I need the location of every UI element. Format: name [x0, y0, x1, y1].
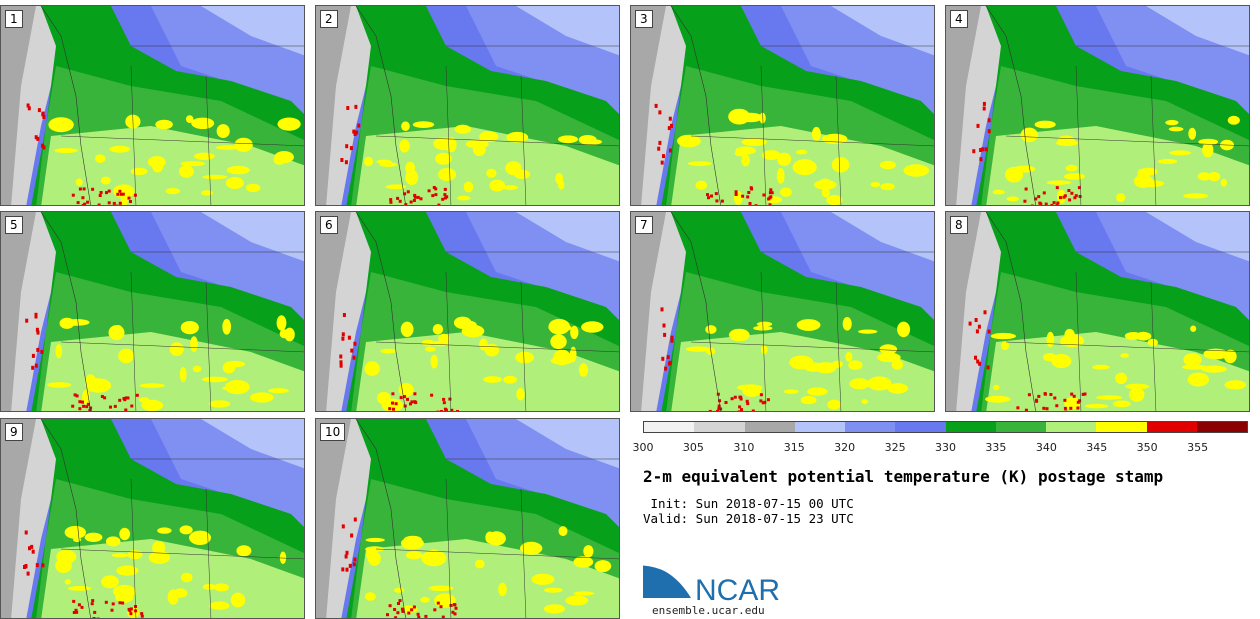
colorbar-segment [1146, 422, 1197, 432]
colorbar-segment [694, 422, 745, 432]
ncar-logo: NCAR [642, 562, 793, 608]
colorbar-tick-label: 345 [1086, 441, 1108, 454]
colorbar-tick-label: 310 [733, 441, 755, 454]
map-panel: 8 [945, 211, 1250, 412]
panel-number: 2 [320, 10, 338, 28]
colorbar-tick-label: 350 [1136, 441, 1158, 454]
init-time: Init: Sun 2018-07-15 00 UTC [643, 496, 854, 511]
colorbar-tick-label: 335 [985, 441, 1007, 454]
colorbar-tick-label: 330 [935, 441, 956, 454]
colorbar-tick-label: 320 [834, 441, 856, 454]
chart-title: 2-m equivalent potential temperature (K)… [643, 467, 1164, 486]
colorbar-segment [794, 422, 845, 432]
colorbar-segment [644, 422, 695, 432]
colorbar-segment [945, 422, 996, 432]
colorbar-segment [744, 422, 795, 432]
colorbar-segment [1196, 422, 1247, 432]
panel-number: 9 [5, 423, 23, 441]
panel-number: 6 [320, 216, 338, 234]
map-panel: 3 [630, 5, 935, 206]
map-panel: 7 [630, 211, 935, 412]
colorbar-tick-label: 325 [884, 441, 906, 454]
colorbar-segment [1096, 422, 1147, 432]
map-panel: 9 [0, 418, 305, 619]
panel-number: 1 [5, 10, 23, 28]
panel-number: 7 [635, 216, 653, 234]
logo-text: NCAR [695, 574, 780, 604]
colorbar-segment [895, 422, 946, 432]
colorbar [643, 421, 1248, 433]
panel-number: 8 [950, 216, 968, 234]
map-panel: 1 [0, 5, 305, 206]
colorbar-segment [1046, 422, 1097, 432]
colorbar-tick-label: 300 [632, 441, 654, 454]
map-panel: 6 [315, 211, 620, 412]
colorbar-tick-label: 305 [682, 441, 704, 454]
colorbar-tick-label: 315 [783, 441, 805, 454]
valid-time: Valid: Sun 2018-07-15 23 UTC [643, 511, 854, 526]
panel-number: 5 [5, 216, 23, 234]
colorbar-segment [845, 422, 896, 432]
colorbar-segment [995, 422, 1046, 432]
panel-number: 3 [635, 10, 653, 28]
map-panel: 10 [315, 418, 620, 619]
colorbar-tick-label: 340 [1035, 441, 1057, 454]
map-panel: 4 [945, 5, 1250, 206]
map-panel: 2 [315, 5, 620, 206]
map-panel: 5 [0, 211, 305, 412]
logo-url: ensemble.ucar.edu [652, 604, 765, 617]
panel-number: 4 [950, 10, 968, 28]
panel-number: 10 [320, 423, 346, 441]
colorbar-tick-label: 355 [1187, 441, 1209, 454]
